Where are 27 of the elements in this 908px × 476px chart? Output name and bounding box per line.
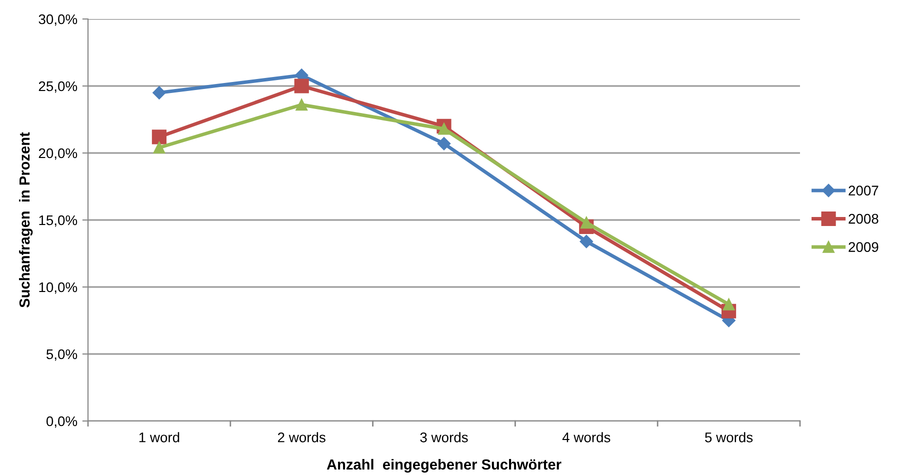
point bbox=[153, 142, 166, 154]
x-tick-label: 3 words bbox=[420, 432, 468, 442]
x-axis-title: Anzahl eingegebener Suchwörter bbox=[326, 458, 562, 473]
x-tick-label: 1 word bbox=[139, 432, 180, 442]
point bbox=[580, 216, 592, 229]
point bbox=[580, 234, 593, 248]
point bbox=[722, 298, 735, 310]
y-tick-label: 25,0% bbox=[38, 81, 78, 93]
legend-label: 2009 bbox=[848, 242, 878, 252]
y-tick-label: 0,0% bbox=[46, 416, 78, 428]
y-tick-label: 10,0% bbox=[39, 282, 78, 294]
point bbox=[296, 98, 308, 111]
x-tick-label: 4 words bbox=[562, 432, 610, 442]
y-tick-label: 20,0% bbox=[38, 148, 78, 160]
point bbox=[152, 130, 166, 144]
x-tick-label: 5 words bbox=[705, 432, 753, 442]
y-tick-label: 30,0% bbox=[38, 14, 78, 26]
point bbox=[438, 122, 450, 135]
y-tick-label: 5,0% bbox=[46, 349, 78, 361]
y-tick-label: 15,0% bbox=[39, 215, 78, 227]
legend-label: 2008 bbox=[848, 214, 878, 224]
y-axis-title: Suchanfragen in Prozent bbox=[18, 132, 33, 308]
point bbox=[437, 137, 451, 150]
legend-label: 2007 bbox=[848, 186, 878, 196]
point bbox=[152, 86, 166, 100]
x-tick-label: 2 words bbox=[278, 432, 326, 442]
point bbox=[294, 78, 309, 94]
